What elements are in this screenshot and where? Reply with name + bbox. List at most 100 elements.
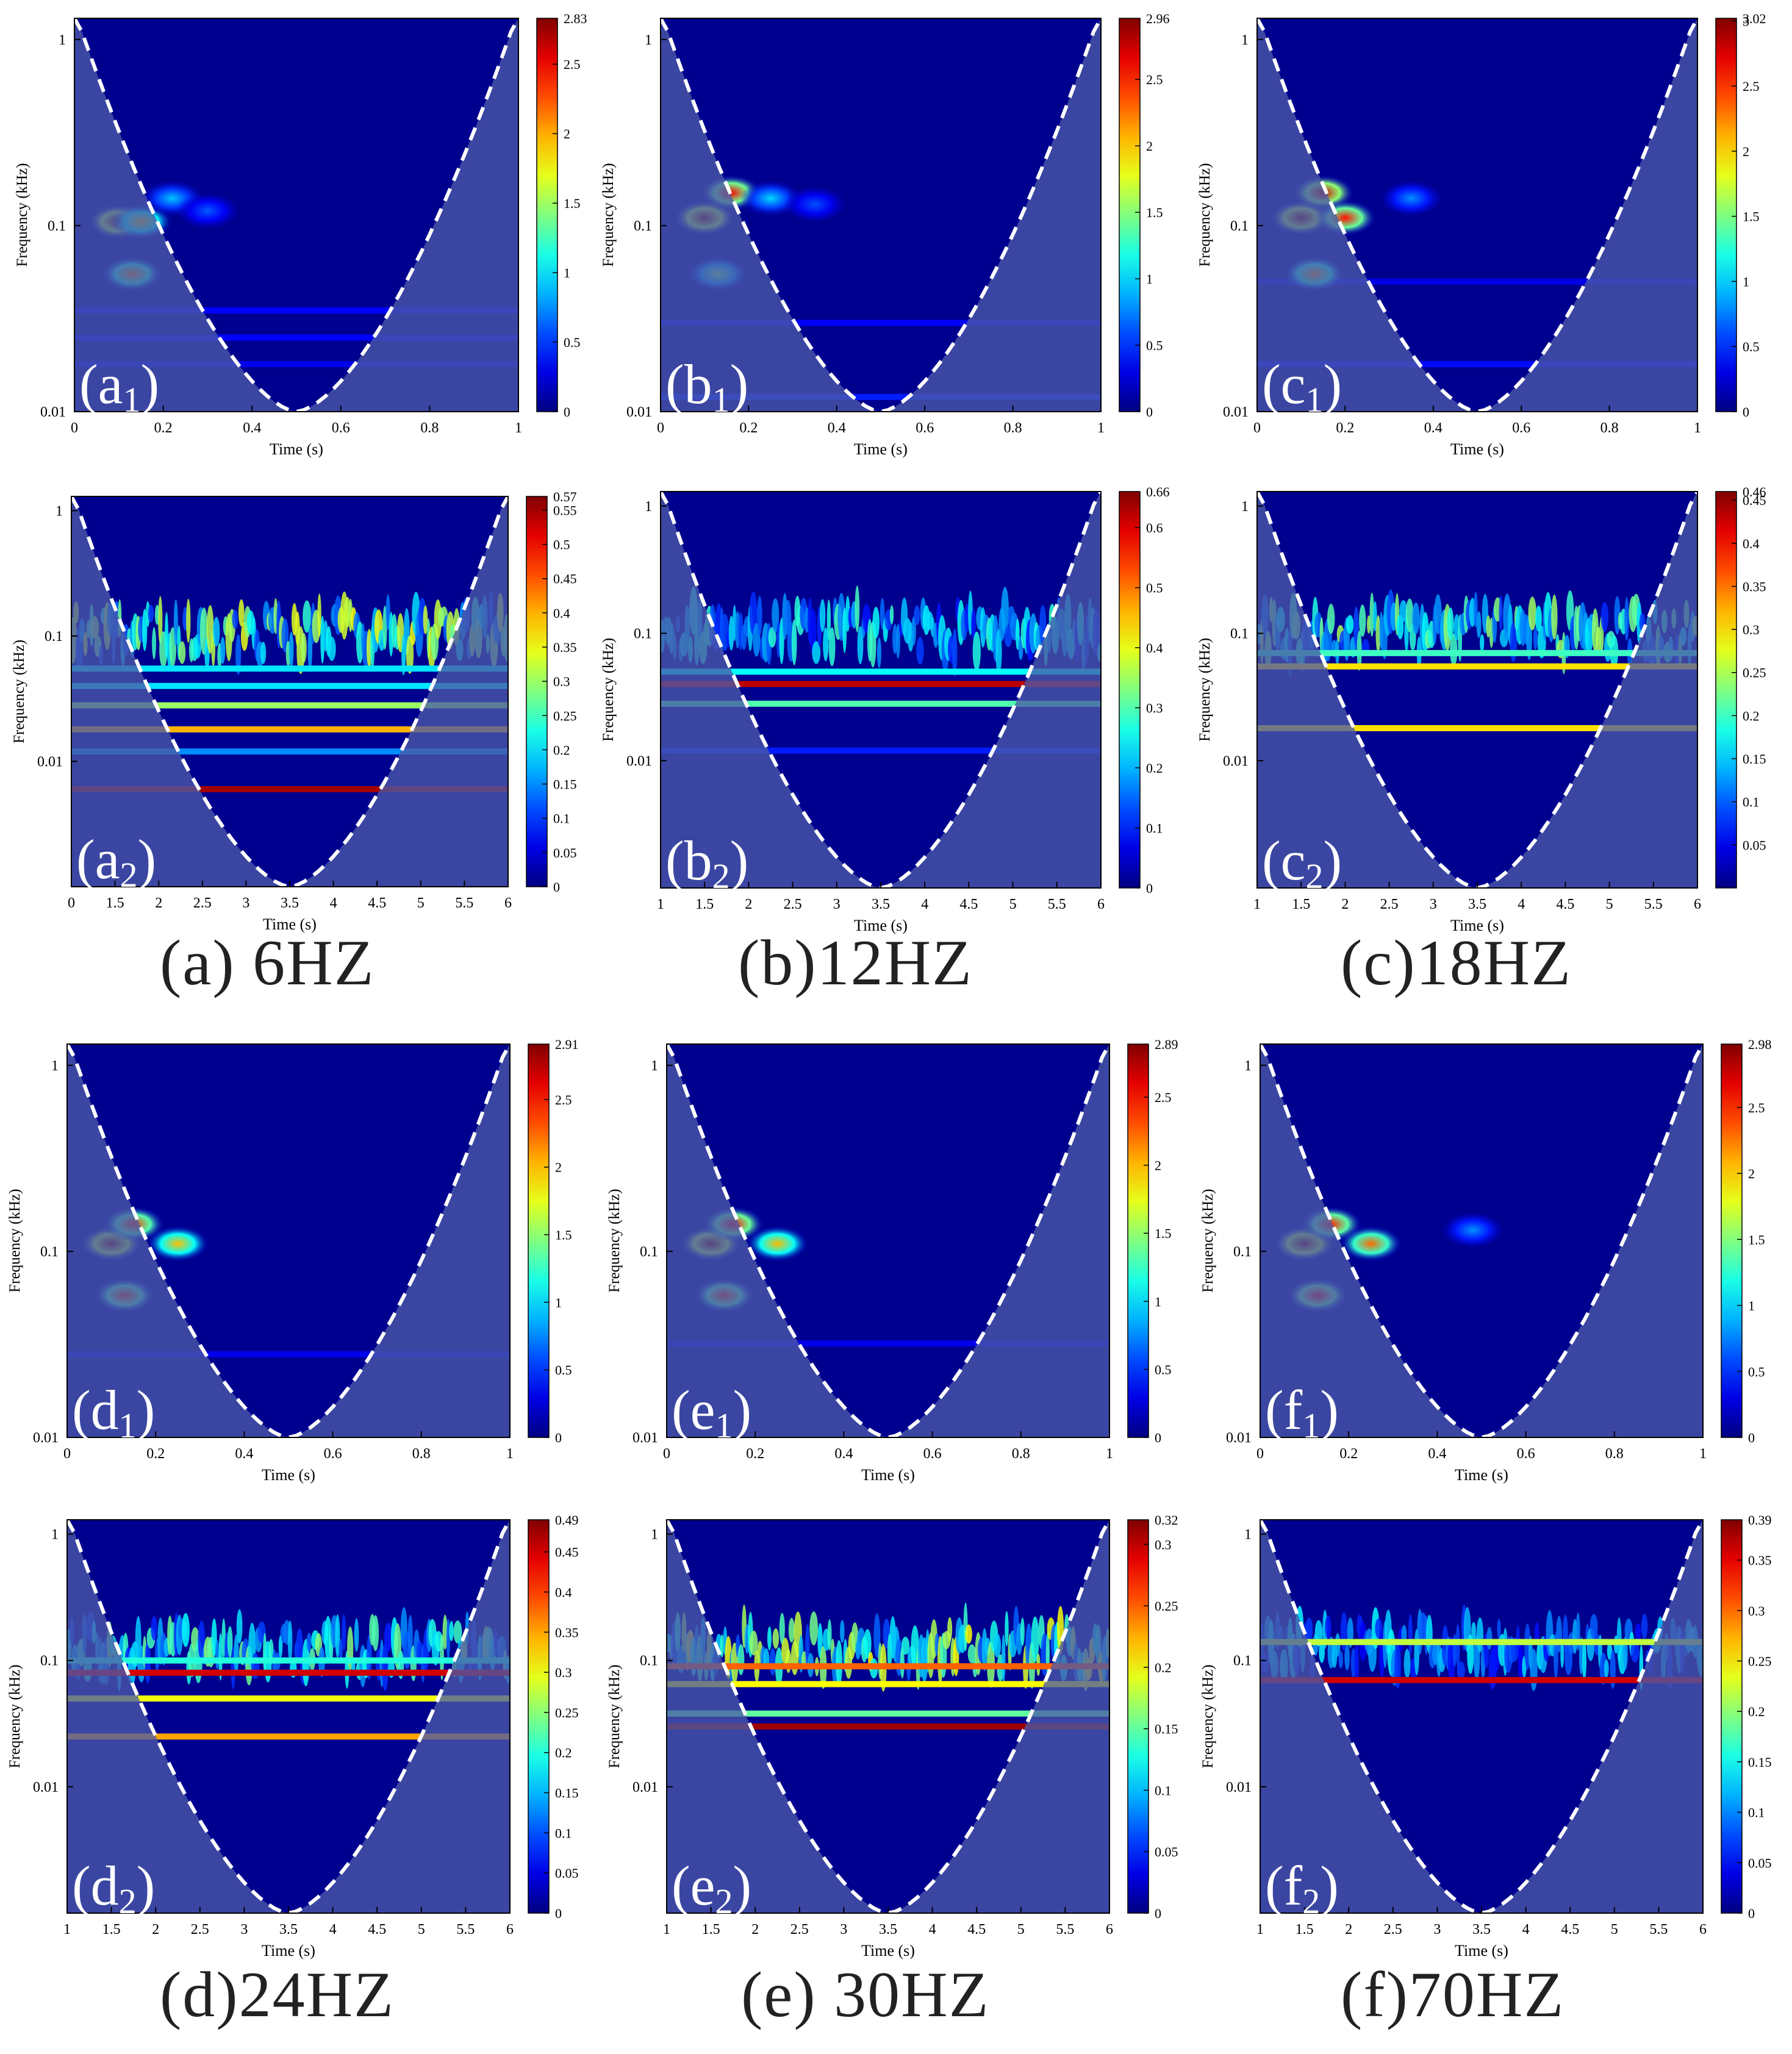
x-tick-label: 0.4 — [828, 420, 846, 436]
x-tick-label: 4 — [921, 896, 928, 912]
colorbar-max-label: 0.32 — [1155, 1512, 1178, 1528]
cone-of-influence-shade — [661, 492, 1101, 888]
x-tick-label: 1.5 — [695, 896, 714, 912]
colorbar-tick-label: 0.2 — [1743, 708, 1760, 723]
y-tick-label: 1 — [1241, 32, 1249, 48]
noise-mark — [213, 617, 220, 647]
x-tick-label: 4 — [929, 1922, 936, 1938]
x-tick-label: 6 — [1106, 1922, 1113, 1938]
x-tick-label: 1 — [1097, 420, 1105, 436]
colorbar-tick-label: 2 — [555, 1160, 562, 1175]
noise-mark — [446, 1619, 450, 1660]
noise-mark — [768, 627, 776, 648]
noise-mark — [947, 1617, 953, 1642]
colorbar-tick-label: 0.3 — [1146, 701, 1163, 716]
y-tick-label: 1 — [51, 1058, 59, 1074]
colorbar-max-label: 0.57 — [553, 489, 577, 504]
colorbar-max-label: 2.91 — [555, 1037, 579, 1052]
x-tick-label: 5 — [1009, 896, 1017, 912]
x-tick-label: 4.5 — [959, 896, 978, 912]
colorbar-tick-label: 0.05 — [555, 1866, 579, 1881]
heatmap-panel-d2: 1 1.5 2 2.5 3 3.5 4 4.5 5 5.5 6 Time (s) 0.01 0.1 1 Fre… — [7, 1512, 579, 1959]
noise-mark — [1528, 596, 1536, 631]
noise-mark — [1530, 1648, 1538, 1691]
x-tick-label: 0 — [663, 1446, 670, 1462]
noise-mark — [855, 585, 860, 633]
y-tick-label: 1 — [1241, 499, 1249, 515]
cone-of-influence-line — [1260, 1520, 1703, 1913]
colorbar-tick-label: 2.5 — [1748, 1100, 1765, 1115]
y-tick-label: 0.1 — [45, 629, 63, 645]
colorbar — [1127, 1043, 1149, 1438]
noise-mark — [972, 631, 981, 671]
y-tick-label: 0.01 — [633, 1780, 658, 1795]
noise-mark — [819, 599, 826, 632]
x-tick-label: 2 — [1345, 1922, 1352, 1938]
frequency-band — [71, 726, 508, 733]
colorbar — [1127, 1519, 1149, 1914]
y-axis-label: Frequency (kHz) — [11, 640, 27, 743]
noise-mark — [1630, 1639, 1640, 1663]
heatmap-panel-f1: 0 0.2 0.4 0.6 0.8 1 Time (s) 0.01 0.1 1 Frequency … — [1200, 1037, 1772, 1484]
noise-mark — [453, 1620, 462, 1644]
x-tick-label: 1.5 — [102, 1922, 121, 1938]
noise-mark — [423, 605, 428, 634]
noise-mark — [965, 1624, 972, 1644]
x-axis-label: Time (s) — [270, 440, 323, 458]
heatmap-panel-e2: 1 1.5 2 2.5 3 3.5 4 4.5 5 5.5 6 Time (s) 0.01 0.1 1 Fre… — [606, 1512, 1178, 1959]
panel-label: (b2) — [665, 829, 748, 896]
noise-mark — [786, 1648, 791, 1673]
x-tick-label: 0.4 — [243, 420, 261, 436]
noise-mark — [993, 1633, 1002, 1658]
noise-mark — [1579, 1636, 1583, 1675]
colorbar-tick-label: 2.5 — [1146, 72, 1163, 87]
noise-mark — [995, 629, 1002, 675]
colorbar-tick-label: 0.1 — [555, 1825, 572, 1841]
y-tick-label: 1 — [51, 1527, 59, 1543]
frequency-band — [71, 682, 508, 689]
y-axis-label: Frequency (kHz) — [14, 163, 30, 267]
noise-mark — [911, 616, 916, 646]
frequency-band — [71, 665, 508, 672]
x-axis-label: Time (s) — [1450, 440, 1504, 458]
colorbar — [528, 1043, 550, 1438]
panel-label: (d1) — [72, 1379, 155, 1445]
x-tick-label: 3.5 — [279, 1922, 298, 1938]
x-tick-label: 1 — [657, 896, 664, 912]
x-tick-label: 0.4 — [1428, 1446, 1446, 1462]
noise-mark — [287, 1620, 293, 1662]
colorbar-max-label: 2.89 — [1155, 1037, 1178, 1052]
colorbar-tick-label: 0.2 — [1748, 1704, 1765, 1719]
x-tick-label: 0.4 — [834, 1446, 853, 1462]
x-tick-label: 6 — [1097, 896, 1105, 912]
noise-mark — [1474, 591, 1478, 628]
noise-mark — [307, 627, 313, 670]
x-tick-label: 3.5 — [1468, 896, 1486, 912]
x-tick-label: 2 — [1341, 896, 1349, 912]
noise-mark — [1327, 604, 1335, 634]
caption-a: (a) 6HZ — [160, 927, 375, 998]
noise-mark — [227, 1626, 233, 1658]
colorbar-tick-label: 2.5 — [1743, 79, 1760, 94]
x-tick-label: 0.2 — [739, 420, 758, 436]
panel-label: (f1) — [1265, 1379, 1339, 1445]
x-tick-label: 0.2 — [146, 1446, 165, 1462]
colorbar-tick-label: 0.35 — [555, 1625, 579, 1640]
noise-mark — [148, 604, 154, 623]
noise-mark — [1401, 1625, 1407, 1643]
noise-mark — [142, 609, 148, 651]
noise-mark — [1403, 1648, 1411, 1679]
x-tick-label: 0 — [71, 420, 78, 436]
noise-mark — [178, 641, 186, 664]
noise-mark — [1497, 1619, 1501, 1639]
noise-mark — [1499, 595, 1503, 631]
colorbar — [526, 496, 548, 887]
colorbar-tick-label: 0.25 — [555, 1705, 579, 1720]
noise-mark — [181, 1612, 190, 1647]
noise-mark — [900, 1647, 905, 1679]
x-tick-label: 5 — [1611, 1922, 1618, 1938]
y-tick-label: 1 — [1244, 1058, 1252, 1074]
x-tick-label: 0.2 — [1336, 420, 1354, 436]
noise-mark — [151, 1616, 157, 1641]
colorbar-tick-label: 0.05 — [1155, 1844, 1178, 1859]
